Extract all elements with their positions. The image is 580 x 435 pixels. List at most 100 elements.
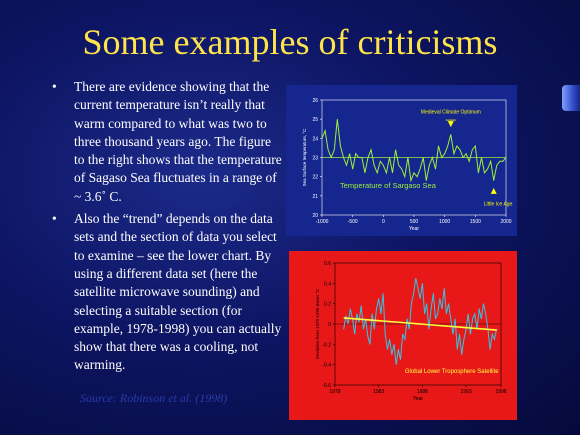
data-point bbox=[502, 160, 504, 162]
data-point bbox=[397, 349, 399, 350]
data-point bbox=[490, 160, 492, 162]
data-point bbox=[373, 164, 375, 166]
data-point bbox=[349, 308, 351, 310]
data-point bbox=[346, 164, 347, 166]
data-point bbox=[471, 149, 473, 151]
data-point bbox=[373, 328, 375, 330]
decorative-tab bbox=[562, 85, 580, 111]
data-point bbox=[413, 172, 415, 174]
x-tick-label: -1000 bbox=[316, 219, 329, 225]
x-tick-label: 2000 bbox=[500, 219, 511, 225]
y-tick-label: 26 bbox=[312, 98, 318, 104]
annotation-arrow bbox=[447, 121, 454, 128]
data-point bbox=[496, 328, 497, 330]
data-point bbox=[487, 168, 488, 170]
bullet-text: There are evidence showing that the curr… bbox=[74, 79, 282, 204]
data-point bbox=[459, 149, 461, 151]
data-point bbox=[343, 157, 344, 158]
x-tick-label: 500 bbox=[410, 219, 419, 225]
data-point bbox=[474, 145, 476, 147]
data-point bbox=[327, 149, 329, 151]
x-tick-label: 1000 bbox=[439, 219, 450, 225]
data-point bbox=[417, 288, 419, 289]
data-point bbox=[404, 176, 406, 178]
x-tick-label: 1500 bbox=[470, 219, 481, 225]
data-point bbox=[425, 180, 427, 181]
data-point bbox=[441, 157, 442, 158]
data-point bbox=[411, 303, 412, 305]
data-point bbox=[422, 157, 424, 158]
data-point bbox=[426, 303, 428, 305]
data-point bbox=[472, 318, 473, 320]
data-point bbox=[336, 118, 338, 120]
data-point bbox=[324, 130, 326, 132]
data-point bbox=[358, 321, 360, 323]
data-point bbox=[382, 293, 384, 294]
data-point bbox=[416, 176, 418, 178]
data-point bbox=[343, 328, 345, 330]
data-point bbox=[408, 328, 410, 330]
data-point bbox=[459, 333, 460, 335]
data-point bbox=[363, 328, 364, 330]
data-point bbox=[446, 313, 447, 315]
data-point bbox=[422, 282, 423, 284]
x-tick-label: 0 bbox=[382, 219, 385, 225]
data-point bbox=[330, 157, 332, 158]
data-point bbox=[402, 333, 404, 335]
x-axis-label: Year bbox=[413, 396, 423, 402]
data-point bbox=[489, 349, 491, 350]
data-point bbox=[484, 172, 485, 174]
data-point bbox=[494, 338, 495, 340]
y-tick-label: 0.6 bbox=[324, 261, 331, 267]
x-tick-label: 1978 bbox=[329, 389, 340, 395]
series-line bbox=[321, 119, 507, 183]
data-point bbox=[367, 335, 369, 337]
data-point bbox=[483, 303, 484, 305]
bullet-item: • There are evidence showing that the cu… bbox=[52, 78, 282, 206]
data-point bbox=[424, 313, 425, 315]
data-point bbox=[447, 145, 449, 147]
data-point bbox=[461, 354, 463, 355]
data-point bbox=[432, 293, 434, 294]
y-tick-label: -0.2 bbox=[322, 342, 331, 348]
data-point bbox=[340, 145, 341, 147]
y-tick-label: 21 bbox=[312, 194, 318, 200]
data-point bbox=[369, 343, 371, 345]
data-point bbox=[376, 308, 377, 310]
data-point bbox=[505, 157, 507, 158]
data-point bbox=[352, 168, 354, 170]
data-point bbox=[419, 298, 421, 299]
data-point bbox=[499, 160, 501, 162]
data-point bbox=[478, 172, 479, 174]
y-tick-label: -0.6 bbox=[322, 383, 331, 389]
y-tick-label: 23 bbox=[312, 156, 318, 162]
data-point bbox=[391, 354, 393, 355]
sargasso-sea-chart-svg: 20 21 22 23 24 25 26 -1000 -500 0 500 1000 1500 2000 Y… bbox=[302, 98, 513, 232]
data-point bbox=[465, 328, 467, 330]
data-point bbox=[376, 172, 378, 174]
data-point bbox=[395, 149, 396, 151]
data-point bbox=[355, 153, 357, 155]
bullet-list: • There are evidence showing that the cu… bbox=[52, 78, 282, 379]
y-axis-label: Deviation from 1979-1996 mean °C bbox=[315, 288, 320, 359]
data-point bbox=[443, 288, 445, 289]
data-point bbox=[491, 333, 493, 335]
x-tick-label: -500 bbox=[348, 219, 358, 225]
data-point bbox=[435, 168, 436, 170]
data-point bbox=[347, 323, 349, 325]
data-point bbox=[387, 349, 388, 350]
source-citation: Source: Robinson et al. (1998) bbox=[80, 391, 228, 405]
data-point bbox=[441, 308, 443, 310]
data-point bbox=[333, 149, 335, 151]
data-point bbox=[354, 333, 356, 335]
data-point bbox=[463, 338, 465, 340]
data-point bbox=[386, 172, 387, 174]
y-tick-label: 20 bbox=[312, 213, 318, 219]
satellite-chart: -0.6 -0.4 -0.2 0 0.2 0.4 0.6 1978 1983 1988 1993 19… bbox=[289, 251, 517, 420]
data-point bbox=[415, 277, 417, 279]
data-point bbox=[448, 303, 449, 305]
data-point bbox=[453, 153, 455, 155]
data-point bbox=[400, 359, 401, 360]
data-point bbox=[404, 338, 406, 340]
data-point bbox=[428, 164, 430, 166]
